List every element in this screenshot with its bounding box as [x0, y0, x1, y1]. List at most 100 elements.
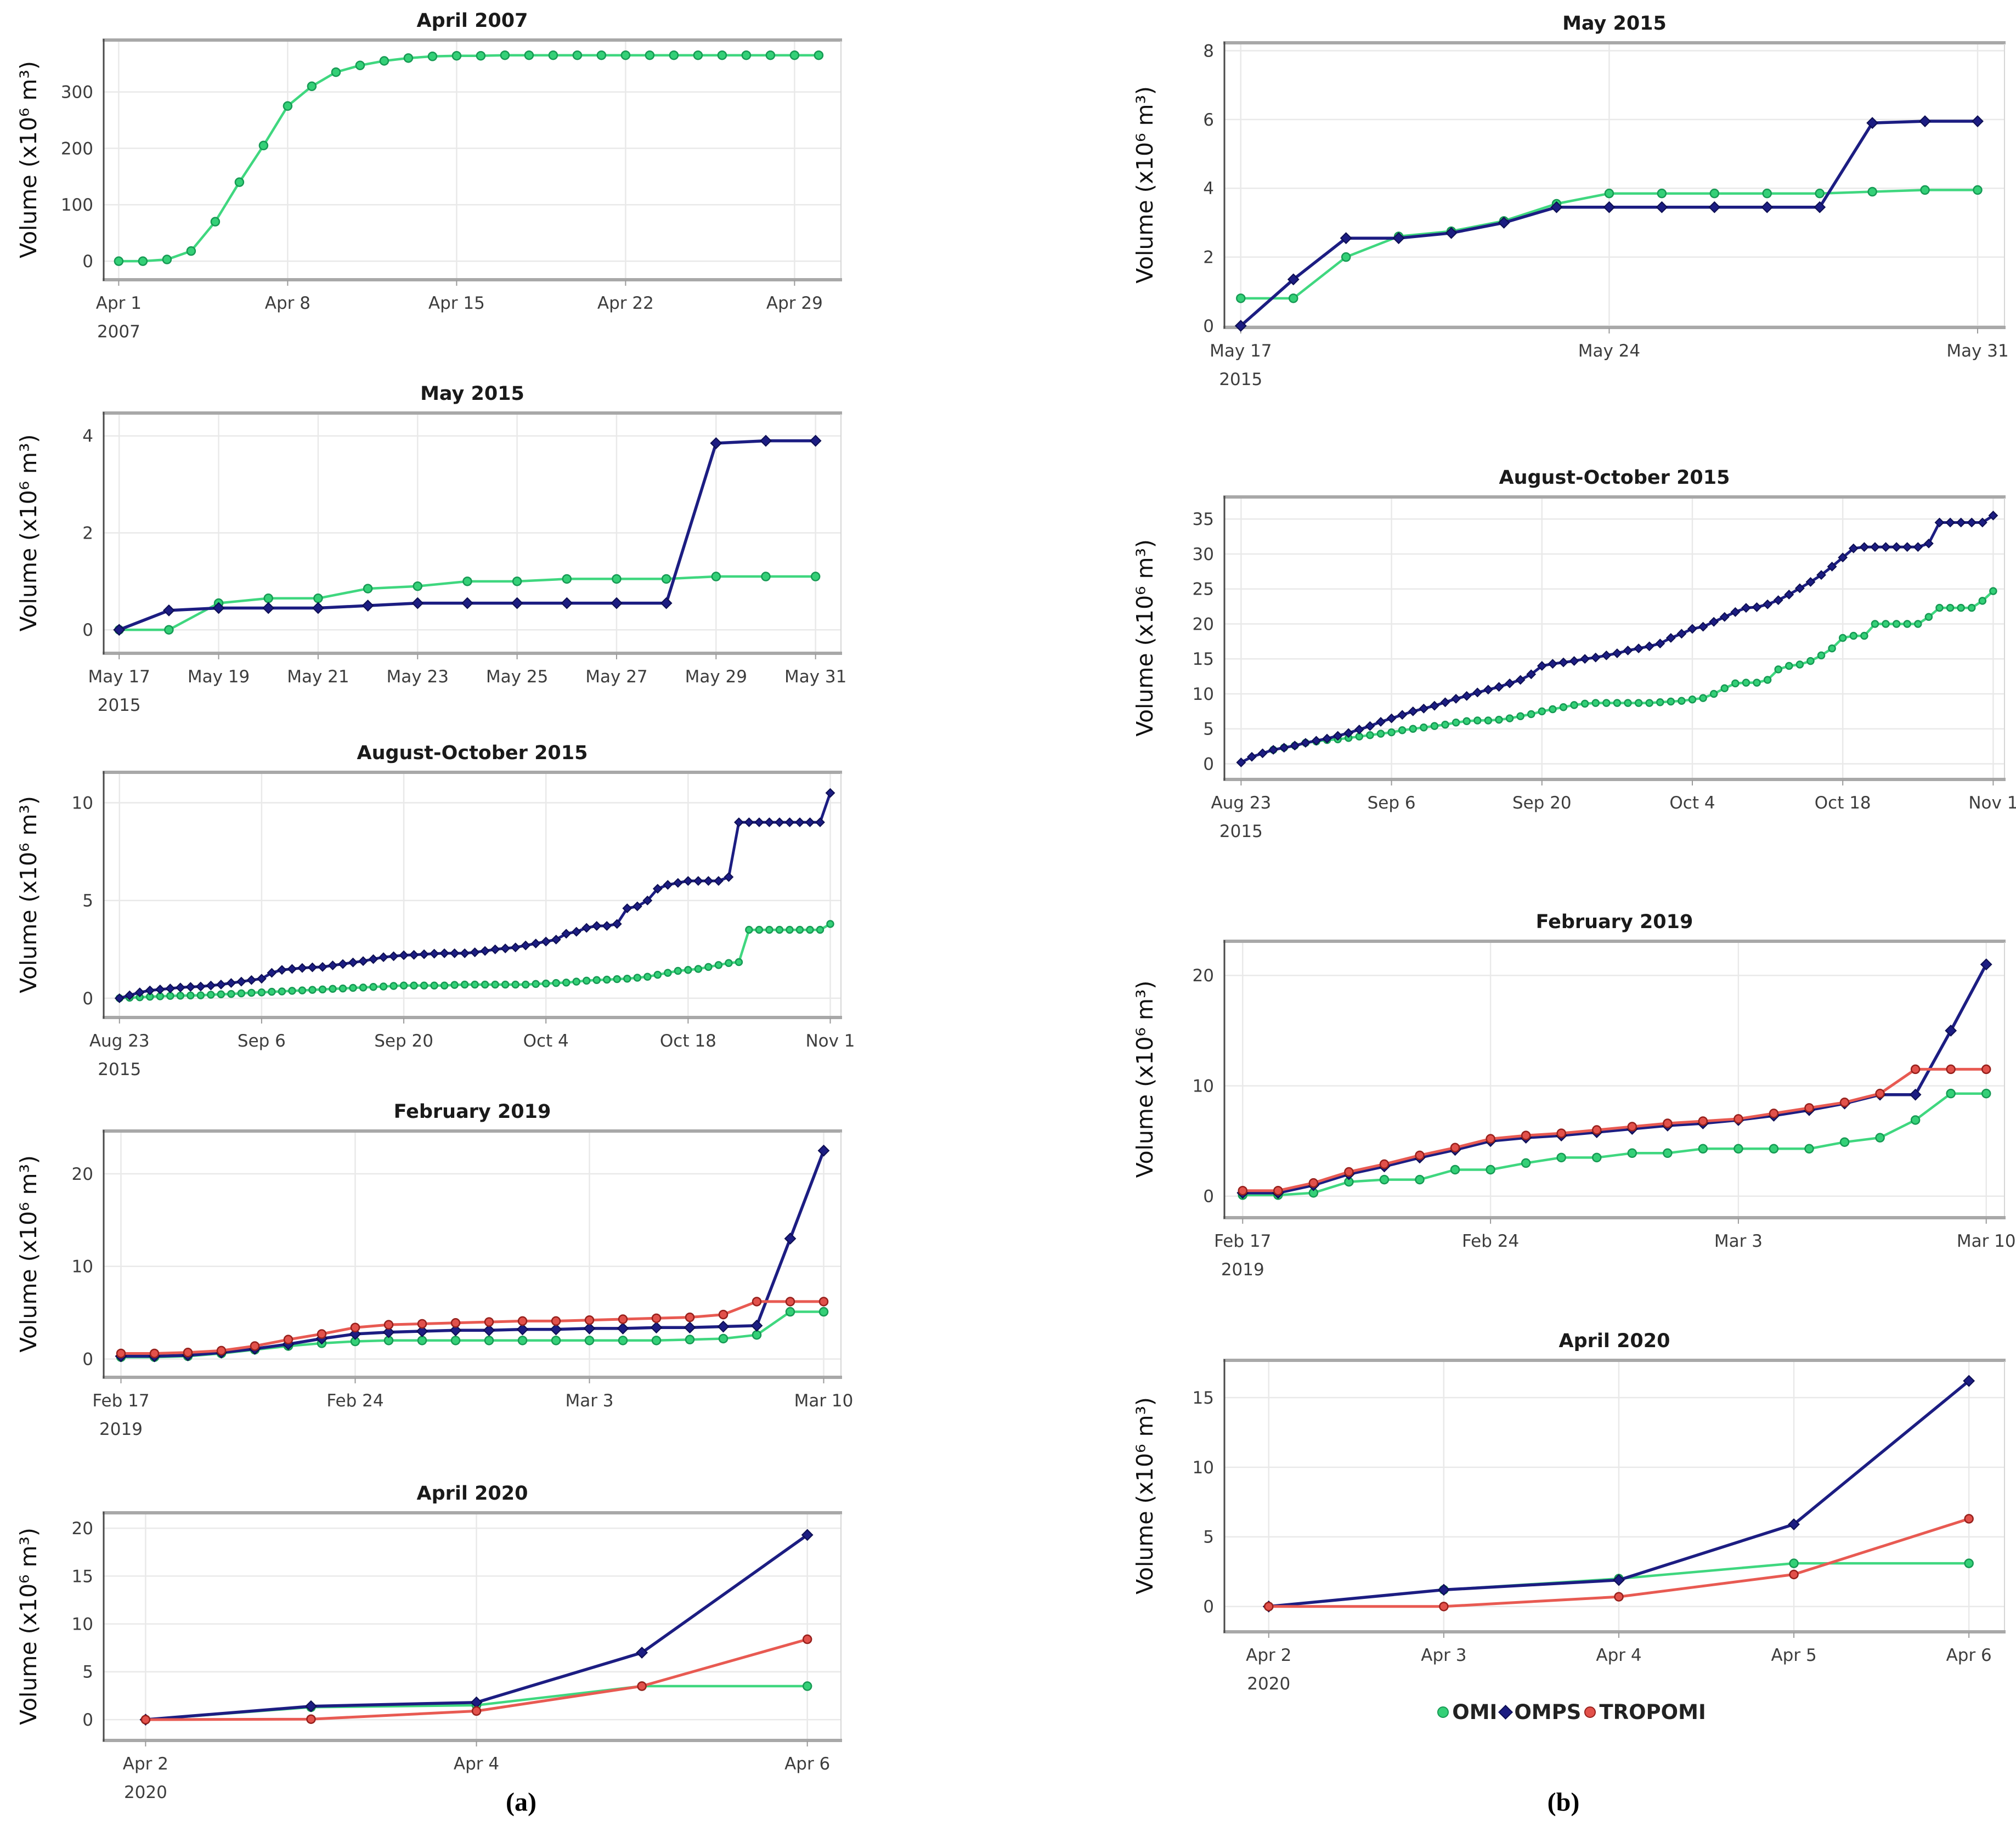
omi-data-point: [1903, 620, 1911, 628]
legend-label-omi: OMI: [1452, 1700, 1498, 1724]
omi-data-point: [1910, 1115, 1921, 1125]
omps-data-point: [1365, 721, 1375, 731]
tropomi-data-point: [1521, 1130, 1531, 1140]
omps-data-point: [287, 964, 297, 974]
omps-data-point: [1290, 740, 1300, 751]
omps-data-point: [155, 984, 165, 994]
omps-data-point: [1870, 542, 1880, 552]
x-tick-label: Apr 29: [766, 293, 823, 313]
tropomi-data-point: [618, 1314, 628, 1324]
omps-data-point: [703, 876, 714, 886]
omps-data-point: [530, 939, 541, 949]
omi-data-point: [1867, 186, 1877, 197]
omps-data-point: [439, 948, 450, 958]
omi-data-point: [1556, 1152, 1566, 1163]
omps-data-point: [571, 926, 581, 937]
omps-data-point: [1376, 717, 1386, 727]
omps-data-point: [550, 1323, 562, 1336]
panel-b-label: (b): [1547, 1788, 1580, 1817]
omi-data-point: [460, 980, 469, 989]
omi-data-point: [755, 925, 764, 934]
omps-data-point: [1773, 595, 1783, 606]
omps-data-point: [1866, 117, 1879, 129]
omi-data-point: [818, 1307, 829, 1317]
omps-data-point: [1945, 517, 1955, 528]
omi-data-point: [1946, 1088, 1956, 1099]
omps-data-point: [1537, 661, 1547, 671]
tropomi-data-point: [718, 1309, 729, 1320]
omi-data-point: [1914, 620, 1922, 628]
omps-data-point: [1472, 687, 1483, 698]
x-tick-label: Mar 10: [794, 1391, 854, 1411]
y-axis-label: Volume (x10⁶ m³): [15, 61, 42, 258]
chart-b-february-2019: February 2019 Volume (x10⁶ m³) 0 10 20 Feb 17…: [1132, 911, 2016, 1280]
omi-data-point: [532, 980, 540, 988]
omi-data-point: [661, 574, 671, 584]
omps-data-point: [256, 974, 267, 984]
omps-data-point: [162, 604, 175, 617]
omps-data-point: [1590, 652, 1601, 663]
y-tick-label: 8: [1203, 41, 1214, 61]
omi-data-point: [369, 982, 377, 991]
omi-data-point: [786, 925, 794, 934]
omps-data-point: [1445, 227, 1458, 239]
omi-data-point: [1462, 717, 1471, 725]
omi-data-point: [1973, 185, 1983, 195]
omps-data-point: [134, 987, 145, 998]
omps-data-point: [1322, 733, 1332, 744]
y-tick-label: 15: [72, 1567, 93, 1586]
omps-data-point: [1909, 1088, 1922, 1101]
omps-data-point: [461, 597, 473, 609]
x-tick-label: May 17: [88, 667, 150, 687]
omps-data-point: [368, 954, 379, 964]
omi-data-point: [288, 987, 296, 995]
omps-marker-icon: [1498, 1705, 1514, 1720]
omi-data-point: [1580, 699, 1589, 708]
omi-data-point: [1656, 698, 1664, 706]
omps-data-point: [267, 968, 277, 978]
omps-data-point: [1665, 633, 1676, 643]
omps-data-point: [1451, 694, 1461, 704]
omps-data-point: [815, 817, 825, 828]
omi-data-point: [633, 974, 642, 982]
omi-data-point: [307, 81, 317, 92]
omi-data-point: [1527, 710, 1535, 719]
x-tick-label: Apr 6: [1946, 1646, 1992, 1665]
tropomi-data-point: [551, 1316, 561, 1326]
omi-data-point: [810, 572, 821, 581]
omps-data-point: [1558, 657, 1568, 668]
chart-title: February 2019: [394, 1101, 551, 1123]
omi-data-point: [541, 979, 550, 988]
x-tick-label: May 31: [784, 667, 846, 687]
omps-data-point: [1461, 691, 1472, 701]
y-tick-label: 0: [1203, 1597, 1214, 1617]
omi-data-point: [1789, 1558, 1799, 1568]
omi-data-point: [283, 101, 293, 111]
omi-data-point: [298, 986, 307, 994]
omi-data-point: [562, 979, 571, 987]
tropomi-data-point: [1273, 1185, 1283, 1196]
omps-data-point: [1408, 706, 1418, 716]
tropomi-data-point: [584, 1315, 595, 1325]
omps-data-point: [1788, 1518, 1800, 1530]
x-tick-label: Oct 4: [1669, 793, 1715, 813]
omps-data-point: [145, 985, 155, 996]
tropomi-data-point: [383, 1320, 394, 1330]
tropomi-data-point: [216, 1345, 227, 1356]
y-axis-label: Volume (x10⁶ m³): [15, 796, 42, 993]
tropomi-series-markers: [116, 1297, 829, 1359]
y-tick-label: 20: [1193, 966, 1214, 986]
x-tick-label: Nov 1: [1968, 793, 2016, 813]
omps-data-point: [516, 1323, 529, 1336]
omps-data-point: [460, 948, 470, 958]
omi-data-point: [684, 965, 692, 974]
omi-data-point: [775, 925, 784, 934]
omps-data-point: [760, 434, 772, 447]
y-tick-label: 20: [1193, 614, 1214, 634]
y-tick-label: 5: [82, 1663, 93, 1682]
x-tick-label: Apr 15: [428, 293, 485, 313]
omi-data-point: [440, 981, 449, 990]
omi-data-point: [1473, 716, 1482, 725]
omi-data-point: [714, 961, 723, 969]
omps-data-point: [1498, 217, 1510, 229]
